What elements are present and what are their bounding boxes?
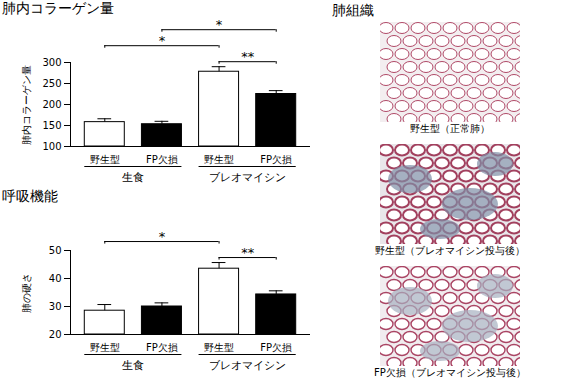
svg-text:*: * [159,33,166,48]
svg-text:生食: 生食 [122,171,144,184]
svg-text:150: 150 [42,120,61,131]
svg-text:100: 100 [42,141,61,152]
svg-text:肺の硬さ: 肺の硬さ [21,273,32,313]
svg-text:20: 20 [49,329,62,340]
html-text:呼吸機能: 呼吸機能 [2,188,58,204]
svg-text:肺内コラーゲン量: 肺内コラーゲン量 [21,65,32,145]
html-text:肺内コラーゲン量: 肺内コラーゲン量 [2,0,114,16]
svg-text:野生型: 野生型 [90,154,120,165]
svg-text:**: ** [241,49,255,64]
svg-text:200: 200 [42,99,61,110]
svg-text:*: * [159,229,166,244]
svg-text:FP欠損: FP欠損 [146,342,178,353]
svg-text:野生型: 野生型 [90,342,120,353]
html-text:野生型（正常肺）: 野生型（正常肺） [410,123,490,134]
svg-text:300: 300 [42,57,61,68]
html-text:FP欠損（ブレオマイシン投与後）: FP欠損（ブレオマイシン投与後） [374,367,526,378]
svg-text:*: * [216,17,223,32]
svg-text:30: 30 [49,301,62,312]
svg-text:ブレオマイシン: ブレオマイシン [209,359,286,372]
svg-text:ブレオマイシン: ブレオマイシン [209,171,286,184]
svg-text:250: 250 [42,78,61,89]
svg-text:50: 50 [49,245,62,256]
svg-text:野生型: 野生型 [204,342,234,353]
svg-text:FP欠損: FP欠損 [260,342,292,353]
svg-text:生食: 生食 [122,359,144,372]
svg-text:FP欠損: FP欠損 [146,154,178,165]
svg-text:40: 40 [49,273,62,284]
html-text:肺組織: 肺組織 [332,2,374,18]
svg-text:**: ** [241,245,255,260]
html-text:野生型（ブレオマイシン投与後）: 野生型（ブレオマイシン投与後） [375,245,525,256]
svg-text:FP欠損: FP欠損 [260,154,292,165]
svg-text:野生型: 野生型 [204,154,234,165]
